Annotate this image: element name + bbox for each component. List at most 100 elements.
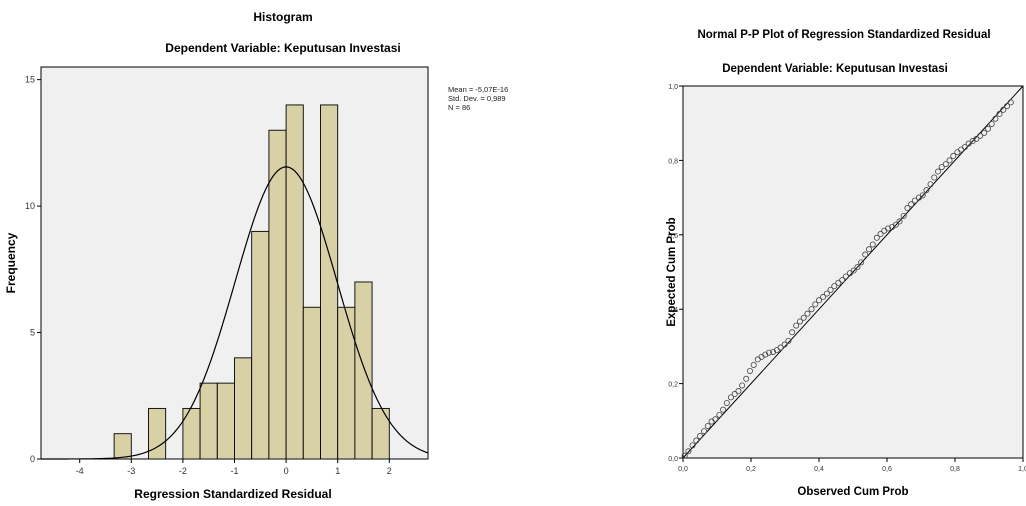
- pp-plot-point: [984, 125, 991, 132]
- pp-plot-point: [892, 221, 899, 228]
- pp-plot-point: [800, 314, 807, 321]
- histogram-x-tick-label: 1: [335, 466, 340, 476]
- histogram-subtitle: Dependent Variable: Keputusan Investasi: [165, 41, 400, 55]
- pp-plot-y-tick-label: 0,2: [668, 382, 678, 389]
- pp-plot-point: [681, 452, 688, 459]
- histogram-chart: Histogram Dependent Variable: Keputusan …: [4, 10, 508, 501]
- pp-plot-chart: Normal P-P Plot of Regression Standardiz…: [620, 0, 1026, 506]
- pp-plot-point: [1004, 103, 1011, 110]
- pp-plot-point: [934, 168, 941, 175]
- pp-plot-point: [820, 293, 827, 300]
- histogram-bar: [251, 230, 270, 460]
- pp-plot-point: [689, 442, 696, 449]
- pp-plot-svg: Normal P-P Plot of Regression Standardiz…: [666, 29, 1026, 498]
- pp-plot-point: [854, 264, 861, 271]
- pp-plot-point: [931, 174, 938, 181]
- histogram-bar: [320, 104, 339, 460]
- pp-plot-point: [701, 428, 708, 435]
- histogram-bar: [337, 306, 356, 460]
- pp-plot-points: [681, 99, 1014, 459]
- pp-plot-point: [908, 201, 915, 208]
- pp-plot-y-ticks: 0,0 0,2 0,4 0,6 0,8 1,0: [668, 84, 683, 463]
- histogram-x-tick-label: -2: [179, 466, 187, 476]
- pp-plot-point: [762, 351, 769, 358]
- pp-plot-point: [1007, 99, 1014, 106]
- pp-plot-point: [812, 301, 819, 308]
- reference-line: [682, 85, 1024, 459]
- pp-plot-point: [731, 391, 738, 398]
- pp-plot-point: [873, 234, 880, 241]
- histogram-bar: [113, 433, 132, 460]
- histogram-y-tick-label: 5: [30, 328, 35, 338]
- pp-plot-point: [831, 283, 838, 290]
- pp-plot-point: [793, 322, 800, 329]
- pp-plot-x-tick-label: 0,0: [678, 466, 688, 473]
- histogram-bar: [182, 407, 201, 460]
- histogram-y-axis-label: Frequency: [4, 232, 18, 293]
- pp-plot-point: [839, 277, 846, 284]
- pp-plot-point: [911, 197, 918, 204]
- pp-plot-x-tick-label: 1,0: [1018, 466, 1026, 473]
- pp-plot-y-tick-label: 0,8: [668, 158, 678, 165]
- histogram-bar: [371, 407, 390, 460]
- pp-plot-point: [850, 267, 857, 274]
- pp-plot-x-ticks: 0,0 0,2 0,4 0,6 0,8 1,0: [678, 458, 1026, 473]
- pp-plot-point: [716, 411, 723, 418]
- pp-plot-point: [977, 132, 984, 139]
- pp-plot-point: [727, 394, 734, 401]
- pp-plot-point: [973, 135, 980, 142]
- pp-plot-x-tick-label: 0,2: [746, 466, 756, 473]
- pp-plot-point: [1000, 106, 1007, 113]
- pp-plot-point: [808, 306, 815, 313]
- pp-plot-point: [992, 115, 999, 122]
- pp-plot-y-axis-label: Expected Cum Prob: [666, 217, 678, 326]
- histogram-x-tick-label: 0: [284, 466, 289, 476]
- pp-plot-point: [900, 212, 907, 219]
- pp-plot-y-tick-label: 0,0: [668, 456, 678, 463]
- pp-plot-point: [938, 164, 945, 171]
- pp-plot-point: [746, 367, 753, 374]
- pp-plot-point: [981, 129, 988, 136]
- pp-plot-point: [704, 423, 711, 430]
- pp-plot-point: [723, 399, 730, 406]
- histogram-bar: [199, 382, 218, 460]
- pp-plot-point: [739, 382, 746, 389]
- pp-plot-point: [735, 388, 742, 395]
- pp-plot-point: [927, 181, 934, 188]
- pp-plot-point: [750, 361, 757, 368]
- histogram-x-ticks: -4 -3 -2 -1 0 1 2: [76, 459, 392, 476]
- histogram-y-ticks: 0 5 10 15: [25, 75, 41, 464]
- histogram-bar: [148, 407, 167, 460]
- pp-plot-point: [743, 375, 750, 382]
- pp-plot-point: [923, 187, 930, 194]
- histogram-x-tick-label: -3: [127, 466, 135, 476]
- pp-plot-point: [766, 349, 773, 356]
- histogram-bars: [113, 104, 390, 460]
- stats-std-dev: Std. Dev. = 0,989: [448, 94, 506, 103]
- pp-plot-point: [896, 218, 903, 225]
- pp-plot-point: [712, 416, 719, 423]
- pp-plot-point: [720, 406, 727, 413]
- stats-mean: Mean = -5,07E-16: [448, 85, 508, 94]
- pp-plot-point: [950, 152, 957, 159]
- histogram-bar: [285, 104, 304, 460]
- pp-plot-point: [796, 318, 803, 325]
- pp-plot-point: [988, 120, 995, 127]
- pp-plot-point: [777, 344, 784, 351]
- pp-plot-point: [685, 448, 692, 455]
- histogram-title: Histogram: [253, 10, 312, 24]
- pp-plot-point: [862, 251, 869, 258]
- histogram-bar: [354, 281, 373, 460]
- histogram-y-tick-label: 0: [30, 454, 35, 464]
- pp-plot-point: [996, 110, 1003, 117]
- pp-plot-point: [904, 205, 911, 212]
- pp-plot-y-tick-label: 0,6: [668, 233, 678, 240]
- pp-plot-point: [858, 259, 865, 266]
- pp-plot-point: [842, 273, 849, 280]
- histogram-bar: [234, 357, 253, 460]
- histogram-x-axis-label: Regression Standardized Residual: [134, 487, 331, 501]
- pp-plot-point: [785, 337, 792, 344]
- histogram-x-tick-label: 2: [387, 466, 392, 476]
- histogram-y-tick-label: 15: [25, 75, 35, 85]
- pp-plot-point: [885, 225, 892, 232]
